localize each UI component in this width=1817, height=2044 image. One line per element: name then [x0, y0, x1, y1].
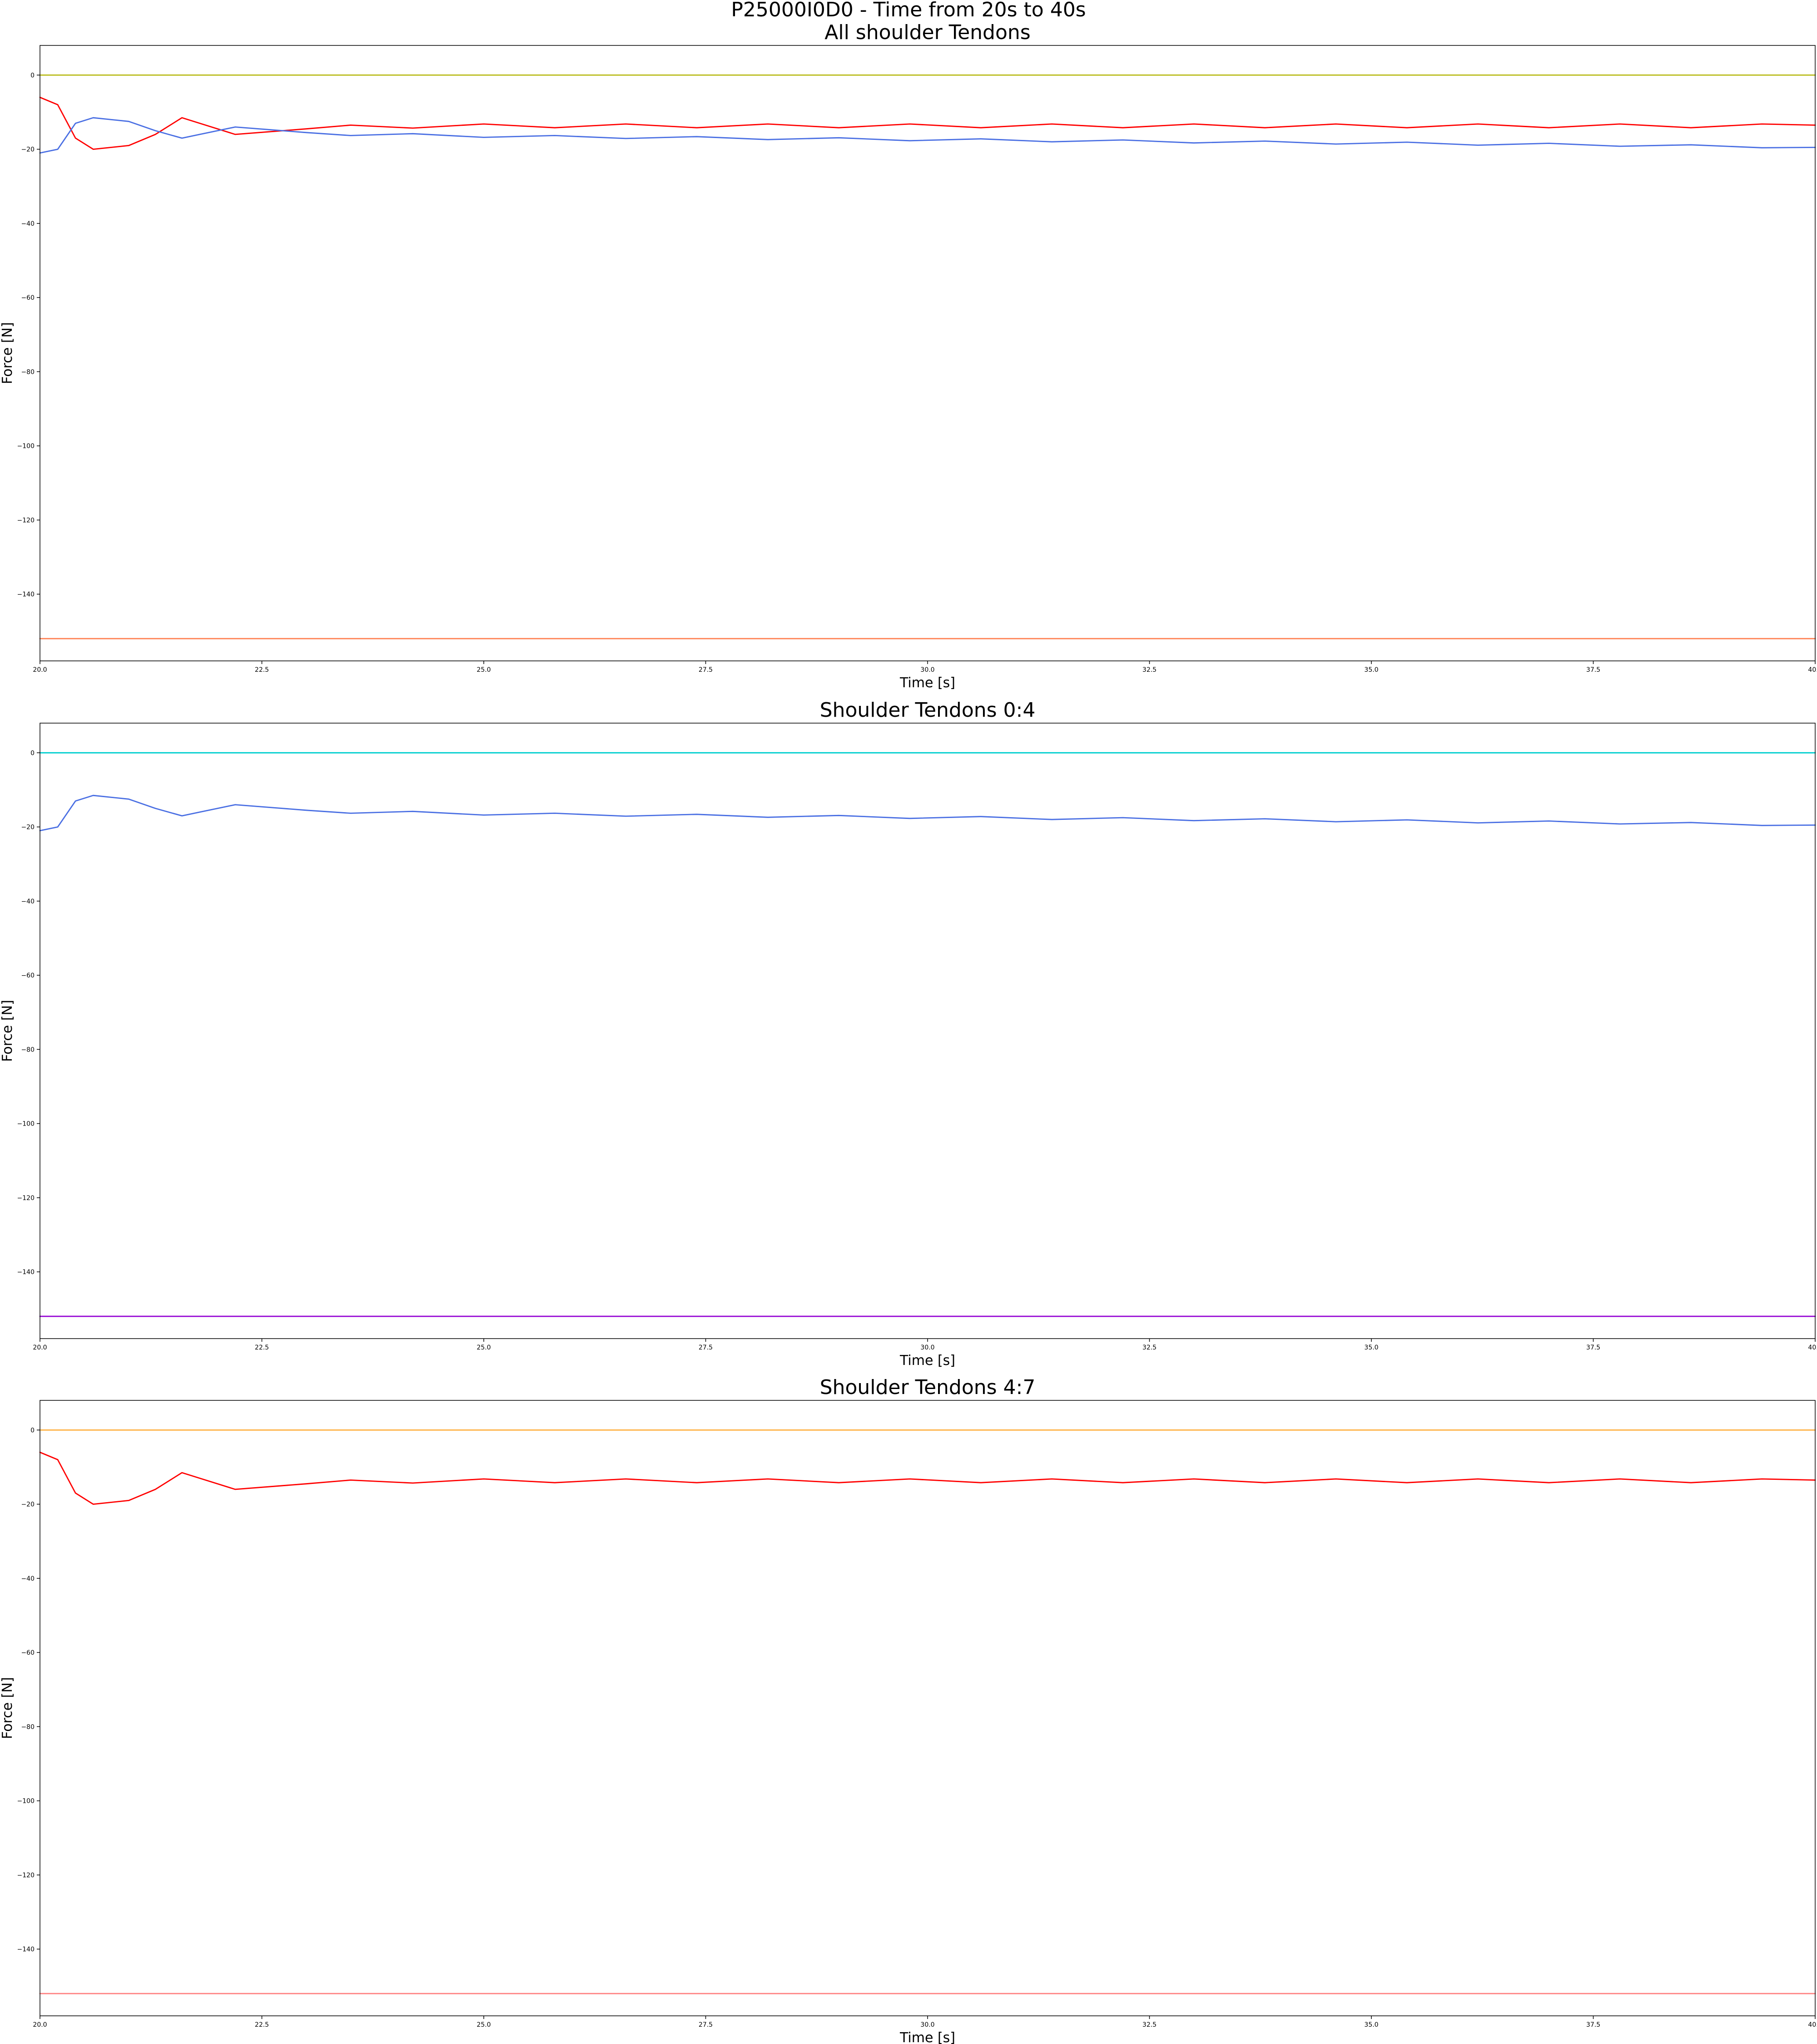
- y-axis-label: Force [N]: [0, 322, 15, 384]
- x-tick-label: 35.0: [1364, 1344, 1378, 1351]
- x-axis-label: Time [s]: [899, 1353, 955, 1369]
- x-tick-label: 20.0: [33, 2021, 47, 2029]
- x-axis-label: Time [s]: [899, 675, 955, 691]
- series-line-3: [39, 117, 1816, 154]
- x-tick-label: 25.0: [477, 1344, 491, 1351]
- y-tick-label: −60: [21, 1649, 35, 1657]
- x-tick-label: 32.5: [1142, 666, 1157, 674]
- y-tick-label: −140: [17, 591, 35, 598]
- x-tick-label: 30.0: [920, 666, 934, 674]
- x-tick-label: 20.0: [33, 666, 47, 674]
- x-tick-label: 30.0: [920, 2021, 934, 2029]
- series-line-2: [39, 96, 1816, 150]
- y-tick-label: −120: [17, 1195, 35, 1202]
- chart-title: Shoulder Tendons 0:4: [820, 699, 1036, 722]
- chart-title: All shoulder Tendons: [824, 21, 1030, 44]
- chart-title: Shoulder Tendons 4:7: [820, 1376, 1036, 1399]
- y-tick-label: −100: [17, 1798, 35, 1805]
- y-tick-label: −40: [21, 1575, 35, 1583]
- y-tick-label: 0: [30, 72, 35, 79]
- x-tick-label: 40.0: [1808, 666, 1817, 674]
- y-tick-label: −100: [17, 443, 35, 450]
- x-tick-label: 27.5: [699, 666, 713, 674]
- plot-area: [40, 45, 1816, 661]
- y-tick-label: −80: [21, 1046, 35, 1053]
- x-tick-label: 25.0: [477, 666, 491, 674]
- x-tick-label: 35.0: [1364, 2021, 1378, 2029]
- y-tick-label: −140: [17, 1946, 35, 1953]
- chart-panel-1: All shoulder Tendons 20.0 22.5 25.0 27.5 30.0…: [0, 21, 1817, 691]
- y-tick-label: −80: [21, 368, 35, 376]
- series-line-2: [39, 794, 1816, 832]
- y-tick-label: −120: [17, 1872, 35, 1879]
- x-tick-label: 40.0: [1808, 2021, 1817, 2029]
- y-axis-label: Force [N]: [0, 1000, 15, 1062]
- y-tick-label: 0: [30, 749, 35, 757]
- series-line-2: [39, 1451, 1816, 1505]
- figure-title: P25000I0D0 - Time from 20s to 40s: [731, 0, 1086, 21]
- x-tick-label: 35.0: [1364, 666, 1378, 674]
- x-tick-label: 27.5: [699, 1344, 713, 1351]
- x-tick-label: 32.5: [1142, 1344, 1157, 1351]
- x-tick-label: 30.0: [920, 1344, 934, 1351]
- y-tick-label: −20: [21, 824, 35, 831]
- x-tick-label: 37.5: [1586, 1344, 1600, 1351]
- x-tick-label: 27.5: [699, 2021, 713, 2029]
- y-tick-label: −60: [21, 972, 35, 979]
- x-tick-label: 32.5: [1142, 2021, 1157, 2029]
- x-axis-label: Time [s]: [899, 2030, 955, 2044]
- chart-panel-3: Shoulder Tendons 4:7 20.0 22.5 25.0 27.5 30.0…: [0, 1376, 1817, 2044]
- chart-panel-2: Shoulder Tendons 0:4 20.0 22.5 25.0 27.5 30.0…: [0, 699, 1817, 1369]
- plot-area: [40, 723, 1816, 1339]
- y-tick-label: 0: [30, 1427, 35, 1434]
- x-tick-label: 22.5: [255, 2021, 269, 2029]
- x-tick-label: 37.5: [1586, 666, 1600, 674]
- y-tick-label: −80: [21, 1723, 35, 1731]
- y-tick-label: −20: [21, 146, 35, 154]
- y-axis-label: Force [N]: [0, 1677, 15, 1739]
- y-tick-label: −140: [17, 1269, 35, 1276]
- plot-area: [40, 1400, 1816, 2016]
- x-tick-label: 22.5: [255, 1344, 269, 1351]
- x-tick-label: 20.0: [33, 1344, 47, 1351]
- x-tick-label: 25.0: [477, 2021, 491, 2029]
- y-tick-label: −20: [21, 1501, 35, 1508]
- chart-panels: All shoulder Tendons 20.0 22.5 25.0 27.5 30.0…: [0, 21, 1817, 2044]
- x-tick-label: 40.0: [1808, 1344, 1817, 1351]
- y-tick-label: −120: [17, 517, 35, 524]
- x-tick-label: 37.5: [1586, 2021, 1600, 2029]
- y-tick-label: −60: [21, 294, 35, 302]
- x-tick-label: 22.5: [255, 666, 269, 674]
- y-tick-label: −40: [21, 220, 35, 228]
- y-tick-label: −100: [17, 1121, 35, 1128]
- y-tick-label: −40: [21, 898, 35, 905]
